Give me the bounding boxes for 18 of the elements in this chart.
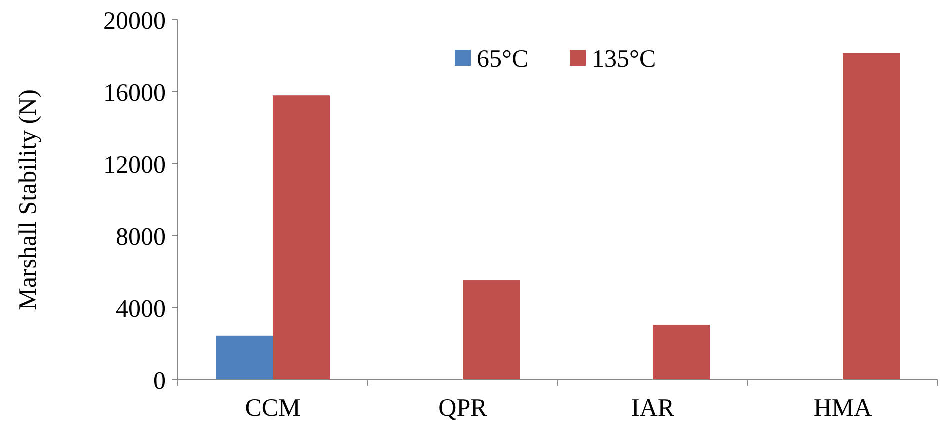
- legend-label: 65°C: [477, 46, 529, 73]
- bar: [463, 280, 520, 380]
- x-tick-label: IAR: [631, 395, 675, 422]
- bar: [216, 336, 273, 380]
- bar: [843, 53, 900, 380]
- y-tick-label: 12000: [104, 152, 166, 179]
- legend-label: 135°C: [592, 46, 656, 73]
- bar: [653, 325, 710, 380]
- x-tick-label: HMA: [814, 395, 872, 422]
- y-tick-label: 20000: [104, 8, 166, 35]
- x-tick-label: CCM: [245, 395, 301, 422]
- y-tick-label: 8000: [116, 224, 166, 251]
- y-axis-title: Marshall Stability (N): [15, 90, 42, 310]
- y-tick-label: 4000: [116, 296, 166, 323]
- bar: [273, 96, 330, 380]
- x-tick-label: QPR: [438, 395, 488, 422]
- y-tick-label: 16000: [104, 80, 166, 107]
- y-tick-label: 0: [154, 368, 166, 395]
